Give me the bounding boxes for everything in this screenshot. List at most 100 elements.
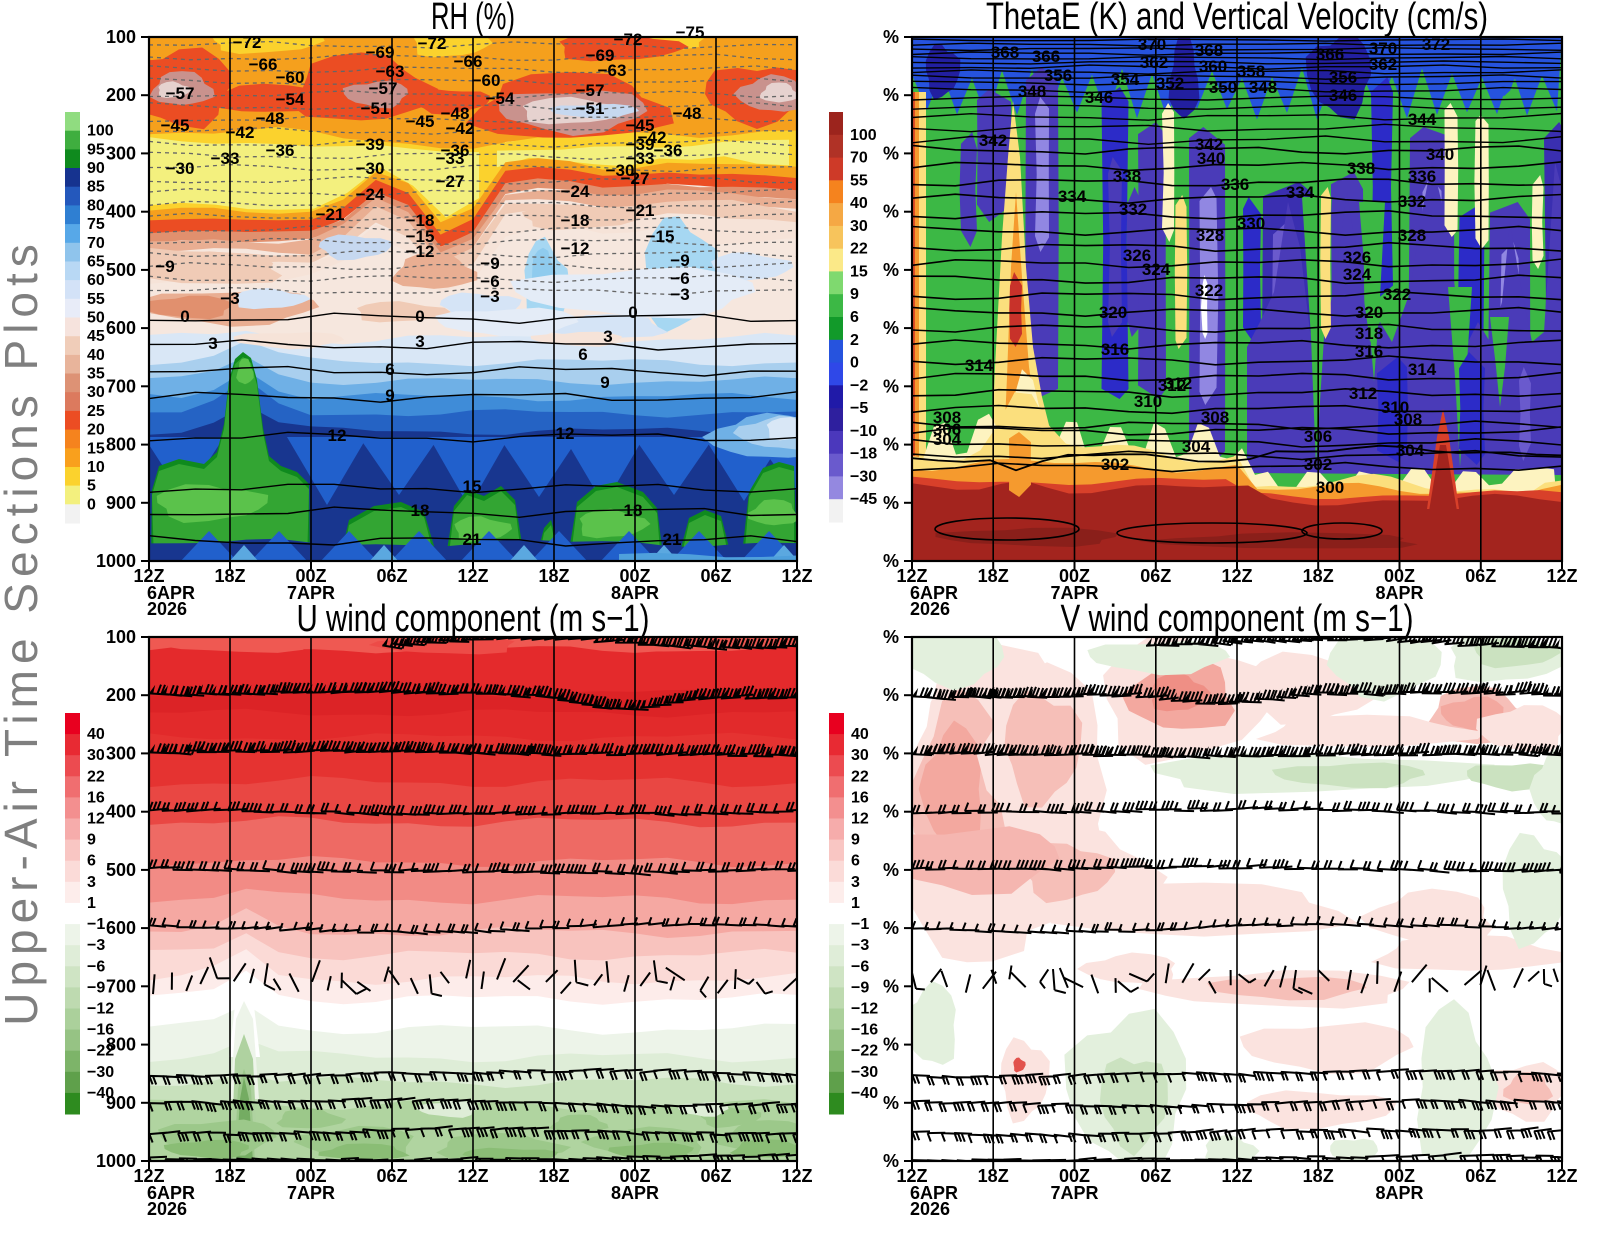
svg-text:ThetaE (K) and Vertical Veloci: ThetaE (K) and Vertical Velocity (cm/s)	[986, 0, 1488, 38]
svg-text:−57: −57	[576, 81, 605, 100]
svg-text:2026: 2026	[147, 599, 187, 619]
svg-text:−72: −72	[233, 33, 262, 52]
svg-text:500: 500	[106, 260, 136, 280]
svg-text:−33: −33	[211, 149, 240, 168]
svg-text:−18: −18	[850, 446, 877, 463]
svg-text:12: 12	[556, 424, 575, 443]
svg-text:25: 25	[87, 403, 105, 420]
svg-text:360: 360	[1199, 57, 1227, 76]
svg-text:−9: −9	[480, 254, 499, 273]
svg-text:%: %	[883, 202, 899, 222]
svg-text:900: 900	[106, 1093, 136, 1113]
svg-text:100: 100	[106, 627, 136, 647]
svg-text:326: 326	[1123, 246, 1151, 265]
svg-text:06Z: 06Z	[700, 566, 731, 586]
svg-text:318: 318	[1355, 324, 1383, 343]
svg-text:22: 22	[87, 768, 105, 785]
svg-text:30: 30	[851, 747, 869, 764]
svg-text:−45: −45	[161, 116, 190, 135]
svg-text:18Z: 18Z	[538, 566, 569, 586]
svg-text:356: 356	[1329, 68, 1357, 87]
svg-text:304: 304	[933, 430, 962, 449]
svg-text:−63: −63	[376, 62, 405, 81]
svg-text:12Z: 12Z	[896, 566, 927, 586]
svg-text:40: 40	[87, 726, 105, 743]
svg-text:−69: −69	[366, 43, 395, 62]
svg-text:6APR: 6APR	[910, 1183, 958, 1203]
svg-text:8APR: 8APR	[611, 583, 659, 603]
svg-text:21: 21	[663, 530, 682, 549]
svg-text:342: 342	[979, 131, 1007, 150]
svg-text:15: 15	[463, 477, 482, 496]
svg-text:600: 600	[106, 318, 136, 338]
svg-text:334: 334	[1286, 183, 1315, 202]
svg-text:350: 350	[1209, 78, 1237, 97]
svg-text:308: 308	[933, 408, 961, 427]
svg-text:55: 55	[850, 172, 868, 189]
svg-text:304: 304	[1182, 437, 1211, 456]
svg-text:−72: −72	[614, 30, 643, 49]
svg-text:−6: −6	[851, 958, 869, 975]
svg-text:306: 306	[1304, 427, 1332, 446]
svg-text:−72: −72	[418, 34, 447, 53]
svg-text:22: 22	[851, 768, 869, 785]
svg-text:−27: −27	[621, 169, 650, 188]
svg-text:%: %	[883, 27, 899, 47]
svg-text:−48: −48	[256, 109, 285, 128]
svg-text:366: 366	[1032, 47, 1060, 66]
svg-text:338: 338	[1113, 167, 1141, 186]
svg-text:−18: −18	[561, 211, 590, 230]
svg-text:354: 354	[1111, 70, 1140, 89]
svg-text:U wind component (m s−1): U wind component (m s−1)	[297, 598, 650, 640]
svg-text:50: 50	[87, 310, 105, 327]
svg-text:12: 12	[851, 811, 869, 828]
svg-text:00Z: 00Z	[619, 1166, 650, 1186]
svg-text:−30: −30	[166, 159, 195, 178]
svg-text:312: 312	[1349, 384, 1377, 403]
svg-text:0: 0	[415, 307, 424, 326]
svg-text:00Z: 00Z	[1384, 1166, 1415, 1186]
svg-text:−21: −21	[316, 205, 345, 224]
svg-text:372: 372	[1422, 35, 1450, 54]
svg-text:21: 21	[463, 530, 482, 549]
svg-text:6: 6	[87, 853, 96, 870]
svg-text:40: 40	[87, 347, 105, 364]
svg-text:−9: −9	[87, 979, 105, 996]
svg-text:600: 600	[106, 918, 136, 938]
svg-text:65: 65	[87, 254, 105, 271]
svg-text:%: %	[883, 1035, 899, 1055]
svg-text:348: 348	[1249, 78, 1277, 97]
svg-text:−40: −40	[87, 1085, 114, 1102]
svg-text:800: 800	[106, 435, 136, 455]
svg-text:06Z: 06Z	[1140, 1166, 1171, 1186]
svg-text:312: 312	[1164, 374, 1192, 393]
svg-text:−51: −51	[361, 99, 390, 118]
svg-text:−6: −6	[87, 958, 105, 975]
svg-text:−36: −36	[654, 141, 683, 160]
svg-text:−12: −12	[87, 1001, 114, 1018]
svg-text:16: 16	[851, 789, 869, 806]
svg-text:12: 12	[328, 426, 347, 445]
svg-text:−15: −15	[406, 227, 435, 246]
svg-text:−12: −12	[406, 242, 435, 261]
svg-text:3: 3	[87, 874, 96, 891]
svg-text:200: 200	[106, 85, 136, 105]
svg-text:−66: −66	[249, 55, 278, 74]
svg-text:35: 35	[87, 366, 105, 383]
svg-text:−3: −3	[87, 937, 105, 954]
svg-text:80: 80	[87, 197, 105, 214]
svg-text:6: 6	[578, 345, 587, 364]
svg-text:%: %	[883, 627, 899, 647]
svg-text:%: %	[883, 143, 899, 163]
svg-text:−51: −51	[576, 99, 605, 118]
svg-text:324: 324	[1142, 260, 1171, 279]
svg-text:−1: −1	[87, 916, 105, 933]
svg-text:%: %	[883, 493, 899, 513]
svg-text:−45: −45	[626, 116, 655, 135]
svg-text:−45: −45	[850, 491, 877, 508]
svg-text:75: 75	[87, 216, 105, 233]
svg-text:2026: 2026	[147, 1199, 187, 1219]
svg-text:352: 352	[1156, 74, 1184, 93]
svg-text:−42: −42	[226, 123, 255, 142]
svg-text:338: 338	[1347, 159, 1375, 178]
